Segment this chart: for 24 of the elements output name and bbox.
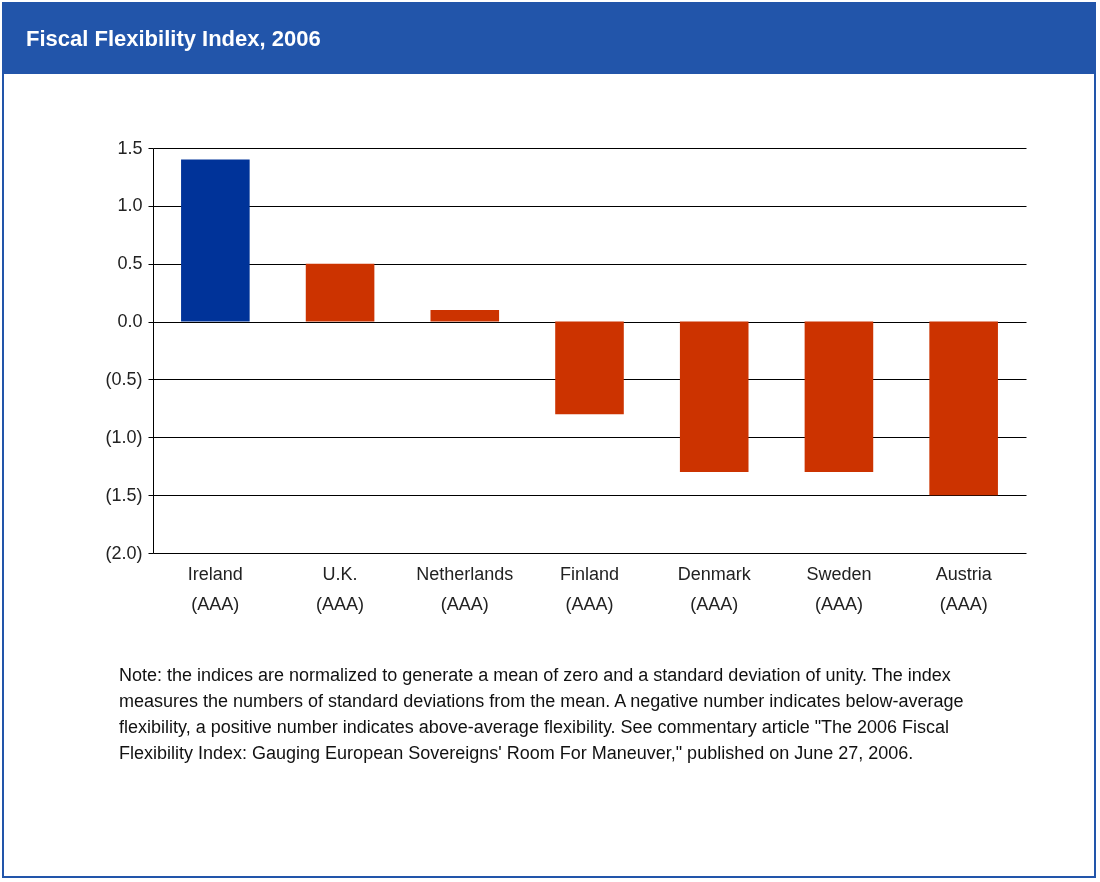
- y-tick-label: 1.0: [117, 195, 143, 216]
- bar: [555, 321, 624, 415]
- x-tick-label: Ireland (AAA): [187, 563, 243, 614]
- x-tick-label: Netherlands (AAA): [416, 563, 514, 614]
- y-tick-label: (1.0): [105, 426, 143, 447]
- bar: [804, 321, 874, 472]
- x-tick-label: Finland (AAA): [559, 563, 620, 614]
- y-tick-label: 0.0: [117, 311, 143, 332]
- x-tick-label: Sweden (AAA): [806, 563, 872, 614]
- x-tick-label: U.K. (AAA): [316, 563, 365, 614]
- bar: [305, 263, 375, 322]
- y-tick-label: 1.5: [117, 137, 143, 158]
- x-tick-label: Denmark (AAA): [677, 563, 752, 614]
- y-tick-label: (2.0): [105, 542, 143, 563]
- x-tick-label: Austria (AAA): [935, 563, 993, 614]
- bar: [679, 321, 749, 472]
- bar: [929, 321, 998, 496]
- bar: [181, 159, 250, 322]
- chart-title: Fiscal Flexibility Index, 2006: [4, 4, 1094, 74]
- bar: [430, 310, 500, 322]
- y-tick-label: 0.5: [117, 253, 143, 274]
- text: Note: the indices are normalized to generate a mean of zero and a standard deviation of unity. The index measures the numbers of standard deviations from the mean. A negative number indicates below-average flexibility, a positive number indicates above-average flexibility. See commentary article "The 2006 Fiscal Flexibility Index: Gauging European Sovereigns' Room For Maneuver," published on June 27, 2006.: [119, 664, 965, 765]
- y-tick-label: (0.5): [105, 368, 143, 389]
- y-tick-label: (1.5): [105, 484, 143, 505]
